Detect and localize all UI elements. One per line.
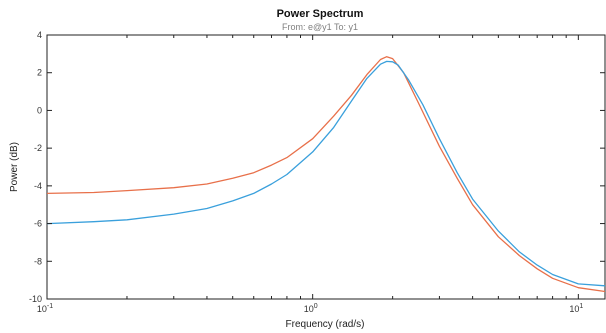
y-tick-label: -4 bbox=[34, 181, 42, 191]
series-line-2 bbox=[46, 60, 606, 287]
x-axis-ticks: 10-1 100 101 bbox=[37, 35, 583, 314]
y-tick-label: 0 bbox=[37, 105, 42, 115]
y-tick-label: -8 bbox=[34, 256, 42, 266]
x-tick-label: 101 bbox=[569, 303, 583, 314]
y-tick-label: 2 bbox=[37, 68, 42, 78]
x-tick-label: 10-1 bbox=[37, 303, 53, 314]
series-layer bbox=[46, 56, 606, 293]
chart-subtitle: From: e@y1 To: y1 bbox=[282, 22, 358, 32]
x-tick-label: 100 bbox=[304, 303, 318, 314]
x-axis-label: Frequency (rad/s) bbox=[286, 319, 365, 330]
y-tick-label: -10 bbox=[29, 294, 42, 304]
plot-area bbox=[46, 34, 606, 300]
y-axis-label: Power (dB) bbox=[9, 142, 20, 192]
y-tick-label: 4 bbox=[37, 30, 42, 40]
y-tick-label: -2 bbox=[34, 143, 42, 153]
y-axis-ticks: 4 2 0 -2 -4 -6 -8 -10 bbox=[29, 30, 605, 304]
chart-title: Power Spectrum bbox=[277, 8, 364, 20]
series-line-1 bbox=[46, 56, 606, 293]
y-tick-label: -6 bbox=[34, 219, 42, 229]
